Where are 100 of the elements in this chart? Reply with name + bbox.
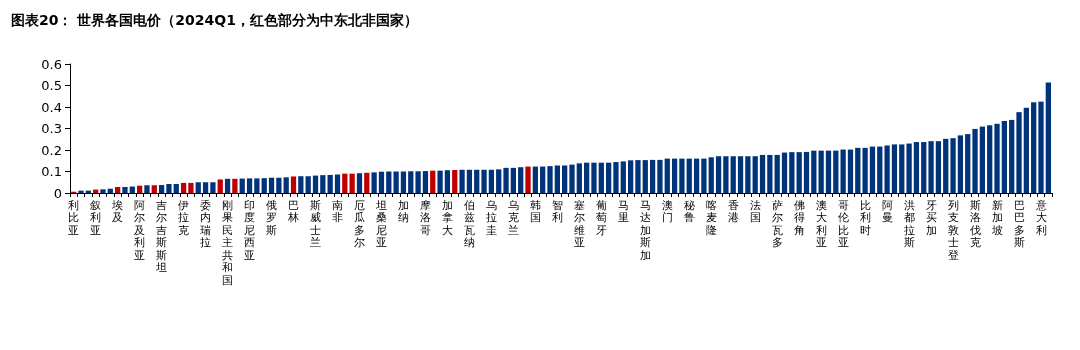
bar xyxy=(833,150,839,193)
x-tick-label: 斯威士兰 xyxy=(310,198,321,250)
bar xyxy=(166,183,172,193)
bar xyxy=(869,146,876,193)
bar xyxy=(803,151,810,193)
bar xyxy=(950,138,956,193)
x-tick-label: 哥伦比亚 xyxy=(837,198,849,250)
x-tick-label: 阿曼 xyxy=(881,198,893,225)
bar xyxy=(320,175,326,193)
x-tick-label: 厄瓜多尔 xyxy=(353,198,365,250)
bar xyxy=(503,167,509,193)
bar xyxy=(627,160,634,193)
x-tick-label: 伯兹瓦纳 xyxy=(463,198,475,250)
x-tick-label: 马里 xyxy=(617,198,629,225)
bar xyxy=(1023,107,1029,193)
x-tick-label: 埃及 xyxy=(111,198,124,225)
bar xyxy=(312,175,319,193)
bar xyxy=(459,169,465,193)
y-tick-label: 0.2 xyxy=(41,142,62,158)
bar xyxy=(825,150,832,193)
bar xyxy=(327,174,333,193)
bar xyxy=(415,171,421,193)
bar xyxy=(649,159,656,193)
bar xyxy=(210,182,216,193)
x-tick-label: 葡萄牙 xyxy=(595,198,607,237)
bar xyxy=(378,171,385,193)
x-tick-label: 斯洛伐克 xyxy=(969,198,981,250)
bar xyxy=(173,183,179,193)
bar xyxy=(584,162,590,193)
bar xyxy=(686,158,692,193)
bar xyxy=(158,185,165,193)
bar xyxy=(305,176,311,193)
x-tick-label: 秘鲁 xyxy=(683,198,695,225)
bar xyxy=(408,171,414,193)
bar xyxy=(767,154,773,193)
bar xyxy=(364,172,370,193)
bar xyxy=(400,171,407,193)
bar xyxy=(613,162,619,193)
bar xyxy=(532,166,538,193)
bar xyxy=(547,166,553,193)
x-tick-label: 加纳 xyxy=(397,198,409,225)
bar xyxy=(430,170,436,193)
y-tick-label: 0.1 xyxy=(41,164,62,179)
bar xyxy=(708,157,714,193)
bar xyxy=(693,158,700,193)
bar xyxy=(393,171,399,193)
x-tick-label: 意大利 xyxy=(1034,198,1047,237)
bar xyxy=(224,178,231,193)
bar xyxy=(737,156,744,193)
bar xyxy=(701,158,707,193)
bar xyxy=(232,178,238,193)
chart-title: 图表20： 世界各国电价（2024Q1，红色部分为中东北非国家） xyxy=(11,12,418,28)
x-tick-label: 坦桑尼亚 xyxy=(374,198,387,250)
x-tick-label: 南非 xyxy=(331,198,343,225)
bar xyxy=(1038,101,1044,193)
bar xyxy=(987,125,993,193)
bar xyxy=(591,162,597,193)
bar xyxy=(180,182,187,193)
bar xyxy=(481,169,487,193)
bar xyxy=(928,141,934,193)
bar xyxy=(518,167,524,193)
bar xyxy=(877,146,883,193)
bar xyxy=(217,179,223,193)
bar xyxy=(1009,119,1015,193)
bar xyxy=(554,165,560,193)
bar xyxy=(1031,102,1037,193)
x-tick-label: 韩国 xyxy=(529,198,541,225)
bar xyxy=(759,154,766,193)
bar xyxy=(349,173,355,193)
x-tick-label: 委内瑞拉 xyxy=(200,198,212,250)
x-tick-label: 吉尔吉斯斯坦 xyxy=(155,198,168,275)
bar xyxy=(386,171,392,193)
bar xyxy=(774,154,780,193)
bar xyxy=(334,174,341,193)
bar xyxy=(891,144,898,193)
x-tick-label: 香港 xyxy=(727,198,739,225)
bar xyxy=(642,160,648,193)
bar xyxy=(899,144,905,193)
x-tick-label: 印度尼西亚 xyxy=(244,198,256,262)
bar xyxy=(1045,82,1051,193)
bar xyxy=(444,170,451,193)
bar xyxy=(796,152,802,193)
bar xyxy=(679,158,685,193)
bar xyxy=(606,162,612,193)
bar xyxy=(422,171,429,193)
x-tick-label: 比利时 xyxy=(859,198,871,237)
bar xyxy=(855,147,861,193)
bar xyxy=(488,169,495,193)
bar xyxy=(671,158,678,193)
x-tick-label: 法国 xyxy=(749,198,761,225)
x-tick-label: 澳大利亚 xyxy=(815,198,827,250)
x-tick-label: 萨尔瓦多 xyxy=(771,198,783,250)
bar xyxy=(943,138,949,193)
bar xyxy=(994,123,1000,193)
x-tick-label: 俄罗斯 xyxy=(266,198,278,237)
bar xyxy=(276,177,282,193)
x-tick-label: 加拿大 xyxy=(441,198,453,237)
bar xyxy=(906,143,912,193)
bar xyxy=(356,173,363,193)
x-tick-label: 列支敦士登 xyxy=(947,198,959,262)
